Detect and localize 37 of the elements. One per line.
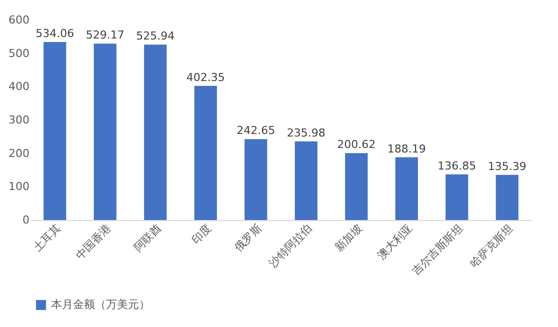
y-tick-label: 0	[22, 214, 30, 226]
bar	[194, 86, 217, 220]
data-label: 525.94	[136, 30, 175, 43]
y-tick-label: 500	[8, 46, 30, 60]
x-tick-label: 澳大利亚	[374, 222, 416, 262]
bar	[446, 174, 468, 220]
x-tick-label: 印度	[189, 222, 214, 247]
y-tick-label: 600	[8, 14, 30, 26]
x-tick-label: 俄罗斯	[232, 222, 264, 254]
y-tick-label: 100	[8, 180, 30, 194]
x-tick-label: 阿联酋	[131, 222, 164, 254]
x-tick-label: 哈萨克斯坦	[468, 222, 516, 270]
bar	[244, 139, 268, 220]
x-tick-label: 沙特阿拉伯	[266, 222, 315, 270]
bar	[294, 141, 318, 220]
data-label: 534.06	[36, 26, 74, 40]
x-tick-label: 新加坡	[332, 222, 365, 254]
bar	[496, 174, 518, 220]
bar	[395, 157, 418, 220]
x-tick-label: 中国香港	[73, 222, 114, 262]
y-tick-label: 400	[8, 80, 30, 94]
data-label: 135.39	[488, 160, 526, 173]
data-label: 200.62	[337, 138, 376, 152]
data-label: 402.35	[186, 70, 225, 84]
bar	[94, 44, 116, 220]
data-label: 529.17	[86, 28, 124, 42]
y-tick-label: 300	[8, 114, 30, 126]
data-label: 242.65	[236, 124, 276, 138]
data-label: 136.85	[438, 159, 476, 172]
bar	[144, 44, 167, 220]
x-tick-label: 土耳其	[30, 222, 64, 254]
data-label: 188.19	[387, 142, 426, 156]
y-tick-label: 200	[8, 146, 30, 160]
bar	[44, 42, 66, 220]
legend-label: 本月金额（万美元）	[51, 298, 150, 311]
data-label: 235.98	[286, 126, 326, 140]
bar	[345, 153, 368, 220]
